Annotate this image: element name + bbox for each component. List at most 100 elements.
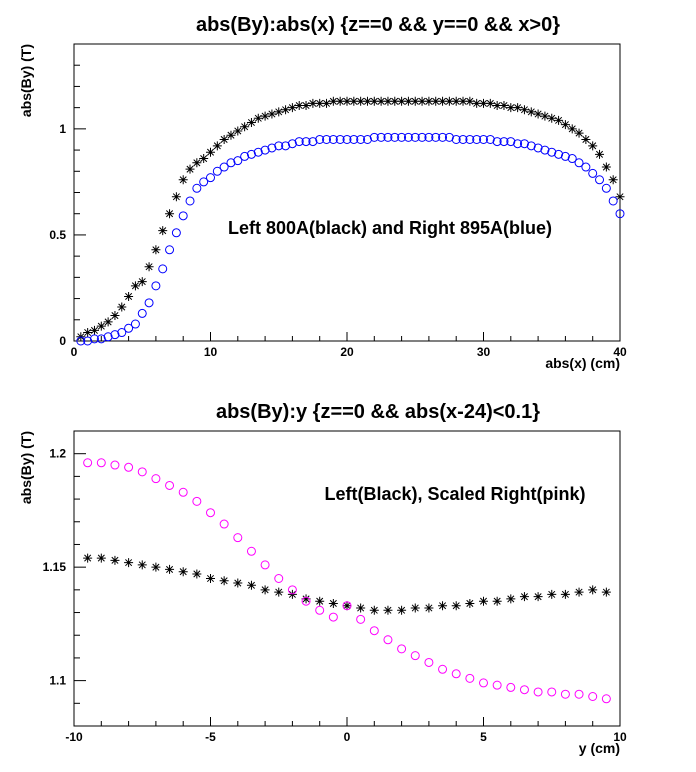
- chart-top-series-1-point: [349, 134, 359, 144]
- chart-top-series-1-point: [117, 328, 127, 338]
- chart-top: abs(By):abs(x) {z==0 && y==0 && x>0} abs…: [18, 14, 627, 371]
- chart-top-series-0-point: [376, 96, 386, 106]
- chart-bottom-series-1-point: [479, 678, 488, 688]
- chart-bottom-y-tick-label: 1.15: [43, 560, 67, 574]
- chart-top-series-0-point: [349, 96, 359, 106]
- chart-top-series-0-point: [601, 162, 611, 172]
- chart-top-series-0-point: [588, 141, 598, 151]
- chart-top-series-1-point: [185, 196, 195, 206]
- chart-top-series-1-point: [403, 132, 413, 142]
- chart-top-series-0-point: [356, 96, 366, 106]
- chart-bottom-series-1-point: [206, 508, 215, 518]
- chart-bottom-series-0-point: [492, 596, 502, 606]
- chart-top-series-0-point: [274, 107, 284, 117]
- chart-bottom-series-0-point: [83, 553, 93, 563]
- chart-bottom-series-1-point: [560, 689, 570, 699]
- chart-bottom-series-0-point: [506, 594, 516, 604]
- chart-bottom-series-1-point: [438, 664, 448, 674]
- chart-top-x-axis-label: abs(x) (cm): [545, 355, 620, 371]
- chart-top-series-0-point: [458, 96, 468, 106]
- chart-bottom: abs(By):y {z==0 && abs(x-24)<0.1} abs(By…: [18, 401, 627, 756]
- chart-bottom-x-tick-label: 10: [613, 730, 627, 744]
- chart-top-series-0-point: [513, 103, 523, 113]
- chart-bottom-series-0-point: [233, 578, 243, 588]
- chart-top-series-1-point: [451, 134, 461, 144]
- chart-top-series-0-point: [342, 96, 352, 106]
- chart-top-series-1-point: [526, 141, 536, 151]
- chart-top-series-1-point: [499, 137, 509, 147]
- chart-top-series-1-point: [479, 134, 488, 144]
- chart-bottom-series-1-point: [274, 574, 284, 583]
- chart-top-series-0-point: [151, 245, 161, 255]
- chart-bottom-series-1-point: [301, 596, 311, 606]
- chart-top-series-1-point: [533, 143, 543, 153]
- chart-top-series-0-point: [403, 96, 413, 106]
- chart-bottom-series-0-point: [96, 553, 106, 563]
- chart-top-series-0-point: [410, 96, 420, 106]
- chart-top-series-0-point: [615, 192, 625, 202]
- chart-top-series-0-point: [206, 147, 215, 157]
- chart-bottom-series-0-point: [560, 589, 570, 599]
- chart-top-series-1-point: [519, 139, 529, 149]
- chart-bottom-series-1-point: [192, 496, 202, 506]
- chart-bottom-ticks: -10 -5 0 5 10 1.1 1.15 1.2: [43, 430, 627, 744]
- chart-bottom-y-tick-label: 1.1: [49, 674, 66, 688]
- chart-top-series-0-point: [383, 96, 393, 106]
- chart-top-series-0-point: [492, 101, 502, 111]
- chart-bottom-y-axis-label: abs(By) (T): [18, 431, 34, 504]
- chart-top-series-0-point: [110, 311, 120, 321]
- chart-top-series-1-point: [260, 145, 270, 155]
- chart-bottom-series-0-point: [137, 560, 147, 570]
- chart-bottom-x-tick-label: 0: [344, 730, 351, 744]
- chart-top-series-1-point: [226, 158, 236, 168]
- chart-bottom-series-0-point: [274, 587, 284, 597]
- chart-bottom-marks: [83, 458, 611, 704]
- chart-top-series-1-point: [376, 132, 386, 142]
- chart-top-series-1-point: [574, 158, 584, 168]
- chart-top-series-0-point: [199, 154, 209, 164]
- chart-bottom-series-0-point: [165, 564, 175, 574]
- chart-top-series-0-point: [294, 101, 304, 111]
- chart-bottom-series-0-point: [192, 569, 202, 579]
- chart-top-x-tick-label: 40: [613, 345, 627, 359]
- chart-top-series-0-point: [390, 96, 400, 106]
- chart-bottom-series-0-point: [151, 562, 161, 572]
- chart-bottom-series-0-point: [601, 587, 611, 597]
- chart-top-series-0-point: [137, 277, 147, 287]
- chart-bottom-series-1-point: [588, 692, 598, 701]
- chart-bottom-series-1-point: [492, 680, 502, 690]
- chart-top-series-1-point: [315, 134, 325, 144]
- chart-top-series-0-point: [260, 111, 270, 121]
- chart-top-series-1-point: [287, 139, 297, 149]
- chart-bottom-series-1-point: [451, 669, 461, 679]
- chart-top-series-0-point: [526, 107, 536, 117]
- chart-bottom-series-0-point: [479, 596, 488, 606]
- chart-bottom-series-0-point: [246, 580, 256, 590]
- chart-top-series-1-point: [103, 332, 113, 342]
- chart-bottom-series-0-point: [110, 555, 120, 565]
- chart-top-series-1-point: [560, 151, 570, 161]
- chart-top-series-0-point: [233, 126, 243, 136]
- chart-top-series-1-point: [383, 132, 393, 142]
- chart-top-series-0-point: [328, 96, 338, 106]
- chart-bottom-x-tick-label: -10: [65, 730, 83, 744]
- chart-bottom-series-0-point: [465, 598, 475, 608]
- chart-top-series-0-point: [335, 96, 345, 106]
- chart-top-plot-frame: [73, 43, 621, 342]
- chart-bottom-series-1-point: [574, 689, 584, 699]
- chart-top-series-1-point: [267, 143, 277, 153]
- chart-top-series-1-point: [444, 132, 454, 142]
- chart-bottom-series-0-point: [260, 585, 270, 595]
- chart-top-series-0-point: [89, 325, 99, 335]
- chart-bottom-series-0-point: [438, 601, 448, 611]
- chart-top-series-1-point: [110, 330, 120, 340]
- chart-bottom-series-1-point: [233, 533, 243, 543]
- chart-bottom-series-1-point: [465, 673, 475, 683]
- chart-bottom-series-1-point: [533, 687, 543, 697]
- chart-bottom-x-tick-label: -5: [205, 730, 216, 744]
- chart-top-series-1-point: [301, 137, 311, 147]
- chart-top-series-0-point: [608, 175, 618, 185]
- chart-bottom-series-1-point: [328, 612, 338, 622]
- chart-bottom-series-1-point: [165, 480, 175, 490]
